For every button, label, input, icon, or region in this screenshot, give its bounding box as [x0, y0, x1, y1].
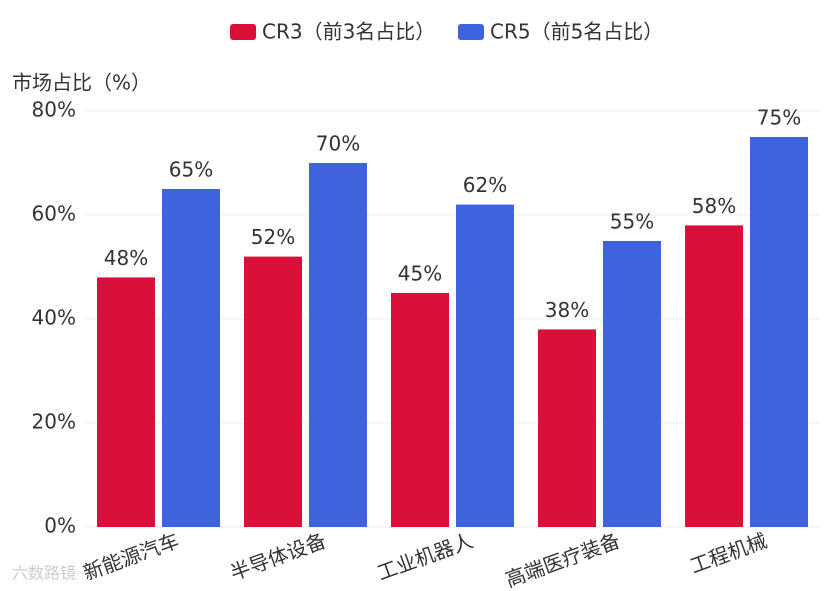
y-tick-label: 0%	[44, 514, 76, 538]
x-tick-label: 工程机械	[687, 528, 770, 578]
y-tick-label: 80%	[32, 98, 76, 122]
data-label: 58%	[692, 194, 736, 218]
bar	[685, 225, 743, 527]
x-tick-label: 工业机器人	[374, 528, 476, 585]
y-tick-label: 20%	[32, 410, 76, 434]
data-label: 52%	[251, 225, 295, 249]
bar	[391, 293, 449, 527]
bar	[456, 204, 514, 527]
x-tick-label: 半导体设备	[227, 528, 329, 585]
bar	[309, 163, 367, 527]
y-tick-label: 60%	[32, 202, 76, 226]
legend-label: CR5（前5名占比）	[490, 20, 663, 44]
bar	[162, 189, 220, 527]
bar	[244, 256, 302, 527]
data-label: 75%	[757, 106, 801, 130]
x-tick-label: 新能源汽车	[80, 528, 182, 585]
data-label: 65%	[169, 158, 213, 182]
legend-label: CR3（前3名占比）	[262, 20, 435, 44]
data-label: 62%	[463, 173, 507, 197]
data-label: 55%	[610, 210, 654, 234]
data-label: 70%	[316, 132, 360, 156]
legend-swatch	[230, 24, 256, 40]
y-axis-label: 市场占比（%）	[12, 71, 151, 95]
data-label: 38%	[545, 298, 589, 322]
bar	[603, 241, 661, 527]
legend-swatch	[458, 24, 484, 40]
x-tick-label: 高端医疗装备	[502, 528, 623, 591]
watermark: 六数路镜	[12, 564, 76, 583]
bar	[750, 137, 808, 527]
bar	[538, 329, 596, 527]
data-label: 45%	[398, 262, 442, 286]
data-label: 48%	[104, 246, 148, 270]
bar	[97, 277, 155, 527]
y-tick-label: 40%	[32, 306, 76, 330]
